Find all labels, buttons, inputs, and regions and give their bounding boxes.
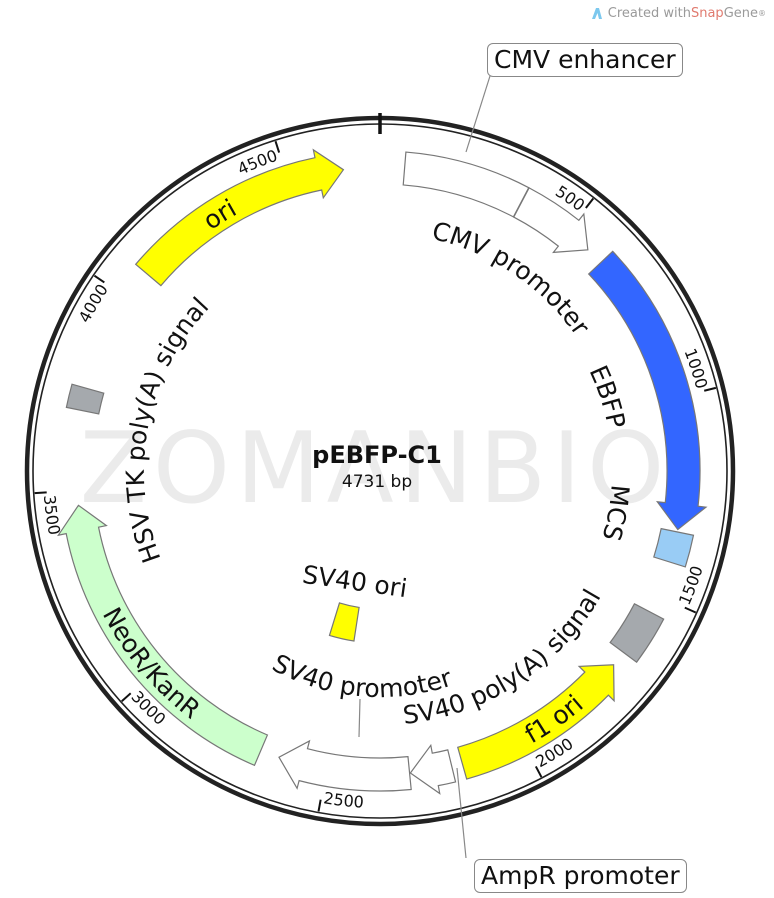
tick-1000 xyxy=(703,386,717,392)
features-layer xyxy=(57,148,708,795)
feature-cmv-promoter[interactable] xyxy=(512,187,589,254)
feature-sv40-promoter[interactable] xyxy=(278,739,412,792)
feature-mcs[interactable] xyxy=(653,527,695,568)
feature-ebfp[interactable] xyxy=(587,250,708,531)
tick-4000 xyxy=(93,274,105,284)
branding-prefix: Created with xyxy=(607,6,691,21)
snapgene-logo-icon xyxy=(591,8,602,19)
label-sv40-ori: SV40 ori xyxy=(301,560,409,603)
feature-cmv-enhancer[interactable] xyxy=(402,151,530,218)
branding-gene: Gene xyxy=(723,6,758,21)
plasmid-name: pEBFP-C1 xyxy=(312,441,442,469)
tick-label-3500: 3500 xyxy=(40,494,64,536)
tick-label-2500: 2500 xyxy=(322,788,364,811)
feature-neor-kanr[interactable] xyxy=(57,504,269,767)
feature-sv40-ori[interactable] xyxy=(328,602,360,642)
feature-f1-ori[interactable] xyxy=(456,664,615,780)
feature-sv40-poly-a-signal[interactable] xyxy=(609,603,665,664)
callout-ampr-promoter[interactable]: AmpR promoter xyxy=(474,859,687,893)
feature-ampr-promoter[interactable] xyxy=(409,743,457,795)
tick-4500 xyxy=(274,140,281,153)
tick-1500 xyxy=(684,606,697,614)
watermark: ZOMANBIO xyxy=(80,412,670,526)
ampr-promoter-callout-line xyxy=(456,767,467,859)
tick-3000 xyxy=(121,692,132,702)
callout-cmv-enhancer[interactable]: CMV enhancer xyxy=(487,43,683,77)
branding-mark: ® xyxy=(758,9,766,18)
label-sv40-promoter: SV40 promoter xyxy=(268,648,456,703)
tick-2000 xyxy=(534,765,543,778)
tick-3500 xyxy=(34,491,47,495)
tick-500 xyxy=(585,197,595,209)
feature-ori[interactable] xyxy=(134,148,345,287)
feature-hsv-tk-poly-a-signal[interactable] xyxy=(65,383,105,415)
sv40-promoter-callout-line xyxy=(358,698,361,738)
plasmid-length: 4731 bp xyxy=(342,472,412,492)
branding-snap: Snap xyxy=(690,6,724,21)
snapgene-branding: Created with Snap Gene ® xyxy=(591,6,766,21)
cmv-enhancer-callout-line xyxy=(465,75,491,153)
tick-2500 xyxy=(317,799,322,812)
